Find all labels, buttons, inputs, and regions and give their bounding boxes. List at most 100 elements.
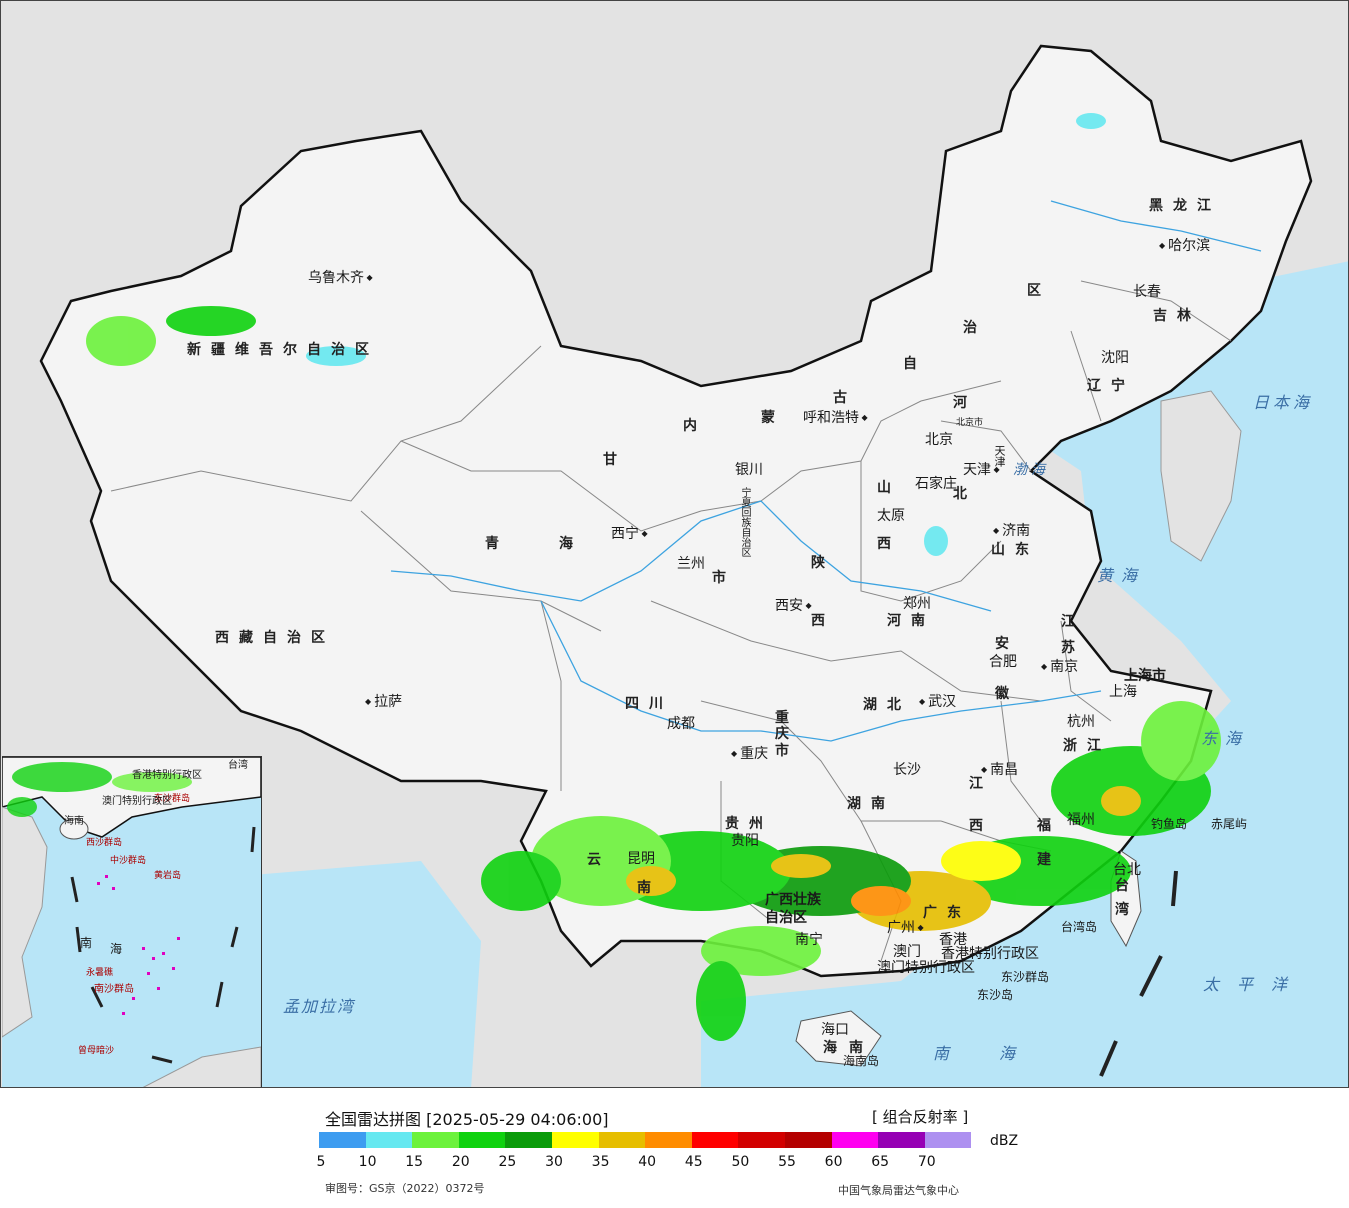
region-diaoyu: 钓鱼岛 [1151,817,1188,831]
province-chongqing-b: 庆 [775,726,799,742]
legend-tick: 45 [684,1154,703,1170]
province-jiangsu-a: 江 [1061,614,1085,630]
city-macau: 澳门 [893,944,921,960]
province-taiwan-a: 台 [1115,878,1139,894]
legend-tick: 70 [917,1154,936,1170]
city-fuzhou: 福州 [1067,812,1095,828]
province-qinghai-b: 海 [559,536,583,552]
inset-taiwan: 台湾 [228,760,248,771]
legend-tick: 55 [778,1154,796,1170]
legend-swatch [878,1132,925,1148]
rivers [390,200,1262,742]
city-lanzhou: 兰州 [677,556,705,572]
province-jiangxi-b: 西 [969,818,993,834]
inset-borneo [142,1046,261,1087]
city-chengdu: 成都 [667,716,695,732]
inset-canvas [2,757,261,1087]
region-hk-sar: 香港特别行政区 [941,946,1039,962]
region-chiwei: 赤尾屿 [1211,817,1248,831]
city-xian: 西安 [775,599,812,613]
legend-tick: 35 [591,1154,610,1170]
review-number: 审图号：GS京（2022）0372号 [325,1182,485,1195]
inset-nanhai-a: 南 [80,936,93,950]
city-nanjing: 南京 [1041,660,1078,674]
legend-color-bar [319,1132,972,1148]
south-china-sea-inset: 南 海 海南 西沙群岛 中沙群岛 黄岩岛 南沙群岛 永暑礁 曾母暗沙 东沙群岛 … [2,756,262,1087]
city-guiyang: 贵阳 [731,833,759,849]
sea-yellow: 黄海 [1097,566,1146,585]
inset-islands [97,875,180,1015]
province-shanghai: 上海市 [1124,668,1166,684]
city-beijing-small: 北京市 [956,418,984,428]
province-shandong: 山东 [991,542,1039,558]
inset-macau: 澳门特别行政区 [102,796,172,807]
city-haikou: 海口 [821,1022,849,1038]
city-shijiazhuang: 石家庄 [915,476,957,492]
province-neimenggu-e: 治 [963,320,987,336]
inset-nanhai-b: 海 [110,942,123,956]
inset-indochina [2,806,48,1038]
legend-tick: 40 [638,1154,657,1170]
legend-swatch [458,1132,506,1148]
province-fujian-a: 福 [1037,818,1061,834]
city-shenyang: 沈阳 [1101,350,1129,366]
province-neimenggu-d: 自 [903,356,927,372]
province-yunnan-b: 南 [637,880,661,896]
city-tianjin: 天津 [963,463,1000,477]
province-neimenggu-f: 区 [1027,283,1051,299]
city-nanning: 南宁 [795,932,823,948]
province-anhui-b: 徽 [995,686,1019,702]
inset-hainan [59,818,89,840]
province-neimenggu-b: 蒙 [761,410,785,426]
map-canvas [39,44,1348,1087]
legend-panel: 全国雷达拼图 [2025-05-29 04:06:00] [ 组合反射率 ] d… [0,1088,1349,1208]
province-hunan: 湖南 [847,796,895,812]
city-jinan: 济南 [993,524,1030,538]
city-kunming: 昆明 [627,851,655,867]
legend-unit: dBZ [990,1133,1019,1149]
province-chongqing-c: 市 [775,743,799,759]
city-beijing: 北京 [925,432,953,448]
city-hefei: 合肥 [989,654,1017,670]
city-taiyuan: 太原 [877,508,905,524]
legend-swatch [691,1132,739,1148]
legend-tick: 25 [498,1154,517,1170]
korea-land [1160,390,1242,562]
radar-map[interactable]: 新疆维吾尔自治区 西藏自治区 青 海 甘 市 内 蒙 古 自 治 区 黑龙江 吉… [0,0,1349,1088]
province-jiangxi-a: 江 [969,776,993,792]
province-anhui-a: 安 [995,636,1019,652]
legend-ticks: 5 10 15 20 25 30 35 40 45 50 55 60 65 70 [0,1154,1349,1170]
city-changsha: 长沙 [893,762,921,778]
city-changchun: 长春 [1133,284,1161,300]
legend-tick: 15 [405,1154,424,1170]
province-hebei-b: 北 [953,486,977,502]
province-hubei: 湖北 [863,697,911,713]
sea-east: 东海 [1201,729,1250,748]
province-guangdong: 广东 [923,905,971,921]
legend-tick: 60 [824,1154,843,1170]
province-gansu-c: 市 [712,570,736,586]
province-jiangsu-b: 苏 [1061,640,1085,656]
city-taipei: 台北 [1113,862,1141,878]
province-sichuan: 四川 [625,696,673,712]
province-ningxia: 宁夏回族自治区 [739,487,750,557]
province-jilin: 吉林 [1153,308,1201,324]
legend-tick: 65 [871,1154,890,1170]
hainan-land [795,1010,882,1067]
legend-product: [ 组合反射率 ] [872,1108,969,1126]
province-fujian-b: 建 [1037,852,1061,868]
province-chongqing-a: 重 [775,710,799,726]
inset-hainan: 海南 [64,816,84,827]
legend-tick: 20 [451,1154,470,1170]
province-shanxi-b: 西 [877,536,901,552]
sea-japan: 日本海 [1253,393,1314,412]
city-hohhot: 呼和浩特 [803,411,868,425]
inset-nansha: 南沙群岛 [94,984,134,995]
city-chongqing: 重庆 [731,747,768,761]
province-neimenggu-c: 古 [833,390,857,406]
legend-swatch [924,1132,972,1148]
province-hainan-b: 南 [849,1040,873,1056]
inset-zengmu: 曾母暗沙 [78,1046,115,1056]
sea-pacific: 太平洋 [1203,975,1306,994]
inset-huangyan: 黄岩岛 [154,871,182,881]
